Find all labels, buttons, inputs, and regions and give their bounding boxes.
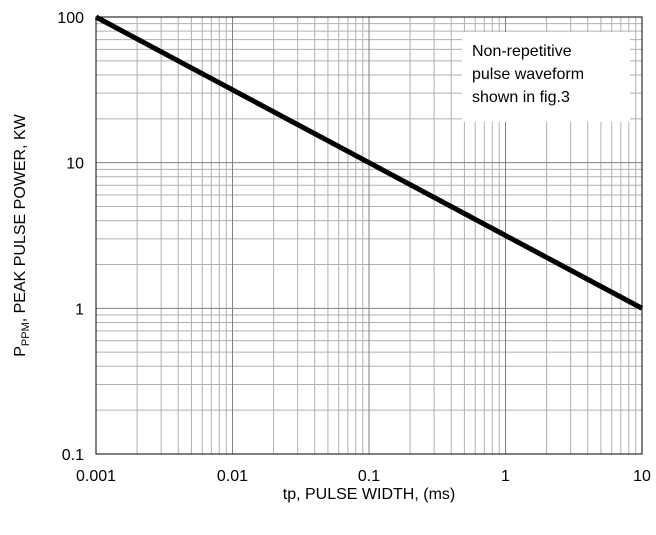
x-tick-label: 0.01 (217, 468, 248, 485)
x-tick-label: 0.001 (76, 468, 116, 485)
annotation-line: shown in fig.3 (472, 89, 570, 106)
y-tick-label: 10 (66, 156, 84, 173)
y-axis-title-subscript: PPM (20, 322, 32, 346)
plot-frame (95, 16, 643, 455)
annotation-line: pulse waveform (472, 66, 584, 83)
y-axis-title-main: P (12, 346, 29, 357)
y-axis-title-rest: , PEAK PULSE POWER, KW (12, 113, 29, 322)
x-tick-label: 1 (501, 468, 510, 485)
x-axis-title: tp, PULSE WIDTH, (ms) (283, 486, 455, 503)
y-axis-title: PPPM, PEAK PULSE POWER, KW (12, 113, 32, 356)
y-tick-label: 1 (75, 301, 84, 318)
series-line (94, 14, 644, 311)
annotation-background (462, 32, 630, 122)
annotation-line: Non-repetitive (472, 43, 572, 60)
series-layer (94, 14, 644, 311)
annotation: Non-repetitive pulse waveform shown in fig… (472, 43, 584, 106)
x-tick-label: 0.1 (358, 468, 380, 485)
y-tick-labels: 0.1 1 10 100 (57, 10, 84, 464)
x-tick-label: 10 (633, 468, 651, 485)
x-tick-labels: 0.001 0.01 0.1 1 10 (76, 468, 651, 485)
y-tick-label: 100 (57, 10, 84, 27)
y-tick-label: 0.1 (62, 447, 84, 464)
